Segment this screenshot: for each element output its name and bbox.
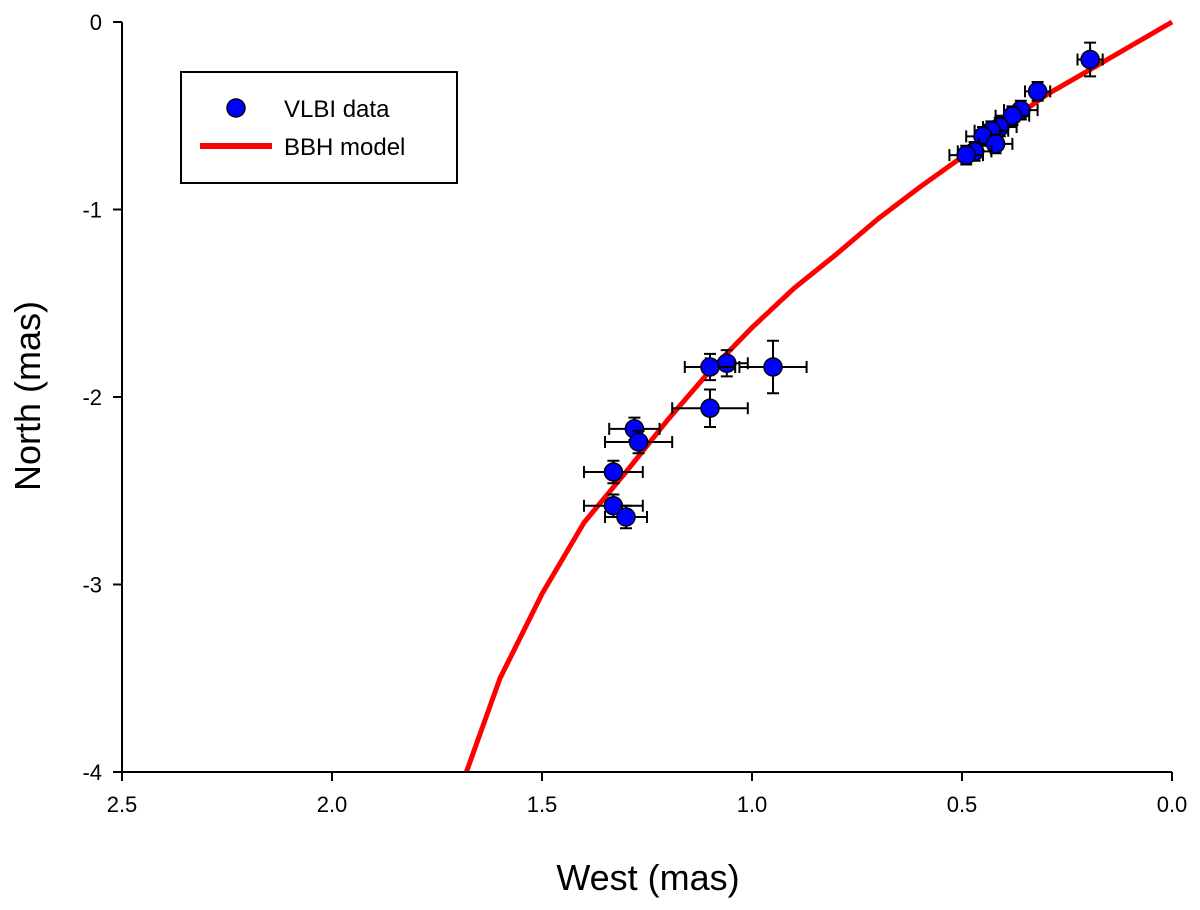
vlbi-data-point xyxy=(948,144,984,166)
data-point-marker xyxy=(628,432,649,452)
vlbi-data-point xyxy=(604,504,648,530)
bbh-model-line xyxy=(464,19,1174,773)
vlbi-data-point xyxy=(738,339,808,395)
data-point-marker xyxy=(700,398,720,418)
x-tick-label: 1.0 xyxy=(737,792,768,817)
legend-label-vlbi-data: VLBI data xyxy=(284,96,390,123)
data-point-marker xyxy=(956,145,976,165)
data-point-marker xyxy=(1027,81,1048,102)
data-point-marker xyxy=(985,134,1006,154)
y-axis-title: North (mas) xyxy=(7,301,48,491)
y-tick-label: -1 xyxy=(82,198,102,223)
y-tick-label: -4 xyxy=(82,760,102,785)
x-tick-label: 0.5 xyxy=(947,792,978,817)
axes: 2.5 2.0 1.5 1.0 0.5 0.0 0 -1 -2 -3 -4 xyxy=(82,10,1187,817)
plot-area xyxy=(464,19,1174,773)
legend-marker-vlbi-data-icon xyxy=(226,98,246,118)
data-point-marker xyxy=(1002,106,1023,126)
x-axis-title: West (mas) xyxy=(556,857,739,898)
vlbi-data-point xyxy=(683,352,737,382)
data-point-marker xyxy=(616,507,636,527)
y-tick-label: -3 xyxy=(82,573,102,598)
vlbi-data-point xyxy=(583,459,644,485)
vlbi-data-point xyxy=(1024,81,1052,102)
vlbi-data-point xyxy=(1076,41,1104,78)
legend-label-bbh-model: BBH model xyxy=(284,134,405,161)
vlbi-data-point xyxy=(671,388,749,428)
data-point-marker xyxy=(717,353,737,373)
y-tick-label: -2 xyxy=(82,385,102,410)
data-point-marker xyxy=(1080,49,1100,70)
data-point-marker xyxy=(700,357,720,377)
x-tick-label: 2.0 xyxy=(317,792,348,817)
data-point-marker xyxy=(763,357,783,377)
legend-box xyxy=(180,71,458,184)
data-point-marker xyxy=(603,462,624,482)
x-tick-label: 1.5 xyxy=(527,792,558,817)
legend: VLBI data BBH model xyxy=(180,71,458,184)
y-tick-label: 0 xyxy=(90,10,102,35)
x-tick-label: 0.0 xyxy=(1157,792,1188,817)
x-tick-label: 2.5 xyxy=(107,792,138,817)
vlbi-data-point xyxy=(604,429,674,455)
